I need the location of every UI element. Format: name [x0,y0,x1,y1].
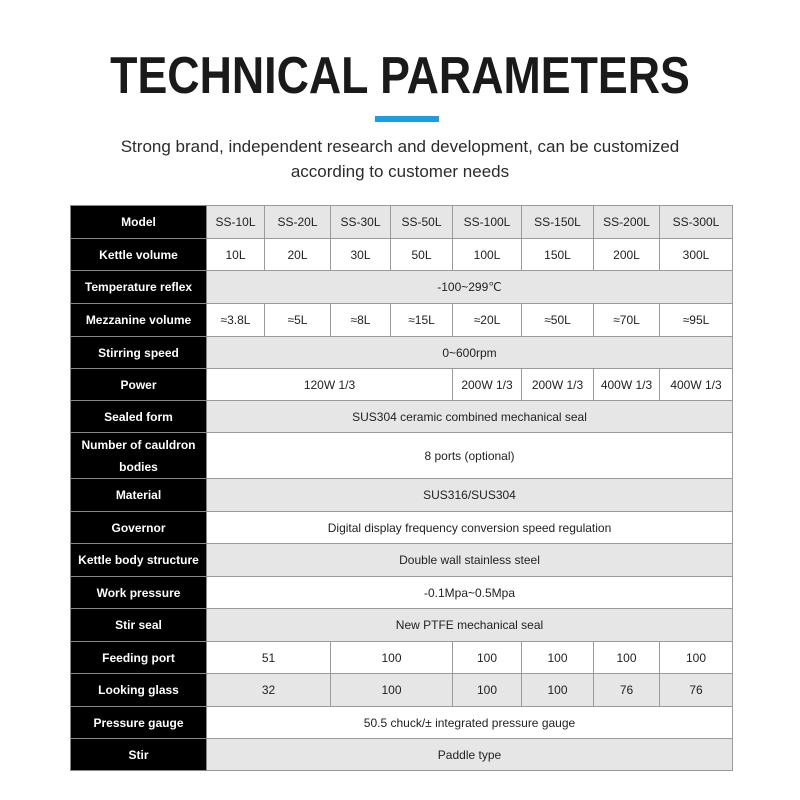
table-cell: SS-300L [659,205,733,239]
table-cell: 20L [264,238,331,271]
table-row: Power 120W 1/3 200W 1/3 200W 1/3 400W 1/3 400… [70,368,733,401]
table-cell: SS-200L [593,205,660,239]
table-row: Feeding port 51 100 100 100 100 100 [70,641,733,674]
table-cell: ≈8L [330,303,391,337]
row-label: Looking glass [70,673,207,707]
table-cell: ≈3.8L [206,303,265,337]
table-cell: 100 [330,673,453,707]
page-title: TECHNICAL PARAMETERS [110,47,690,105]
table-cell: 76 [593,673,660,707]
table-row: Stir seal New PTFE mechanical seal [70,608,733,642]
table-cell: SS-150L [521,205,594,239]
table-cell: -100~299℃ [206,270,733,304]
row-label: Pressure gauge [70,706,207,739]
table-cell: SS-50L [390,205,453,239]
table-cell: 100 [593,641,660,674]
table-row: Work pressure -0.1Mpa~0.5Mpa [70,576,733,609]
table-row: Kettle volume 10L 20L 30L 50L 100L 150L 200L 300… [70,238,733,271]
table-cell: 300L [659,238,733,271]
row-label: Stirring speed [70,336,207,369]
table-cell: New PTFE mechanical seal [206,608,733,642]
table-cell: ≈70L [593,303,660,337]
row-label: Material [70,478,207,512]
table-row: Stirring speed 0~600rpm [70,336,733,369]
table-row: Sealed form SUS304 ceramic combined mecha… [70,400,733,433]
title-accent-divider [375,116,439,122]
subtitle-line-2: according to customer needs [290,162,510,181]
table-cell: 100L [452,238,522,271]
table-row: Looking glass 32 100 100 100 76 76 [70,673,733,707]
table-row: Governor Digital display frequency conver… [70,511,733,544]
row-label: Mezzanine volume [70,303,207,337]
table-cell: 200W 1/3 [521,368,594,401]
table-cell: ≈5L [264,303,331,337]
table-row: Material SUS316/SUS304 [70,478,733,512]
table-cell: 400W 1/3 [659,368,733,401]
table-cell: 0~600rpm [206,336,733,369]
table-cell: Double wall stainless steel [206,543,733,577]
table-cell: 100 [452,641,522,674]
table-cell: 100 [521,673,594,707]
row-label: Stir [70,738,207,771]
table-cell: 76 [659,673,733,707]
table-cell: Paddle type [206,738,733,771]
row-label: Governor [70,511,207,544]
row-label: Stir seal [70,608,207,642]
row-label: Temperature reflex [70,270,207,304]
table-row: Temperature reflex -100~299℃ [70,270,733,304]
table-cell: 120W 1/3 [206,368,453,401]
table-row: Kettle body structure Double wall stainle… [70,543,733,577]
row-label: Number of cauldron bodies [70,432,207,479]
table-cell: ≈15L [390,303,453,337]
technical-parameters-table: Model SS-10L SS-20L SS-30L SS-50L SS-100L SS-1… [70,205,733,771]
table-cell: 100 [659,641,733,674]
table-cell: 100 [521,641,594,674]
table-cell: 30L [330,238,391,271]
subtitle-line-1: Strong brand, independent research and d… [120,137,680,156]
table-cell: SUS316/SUS304 [206,478,733,512]
row-label: Kettle volume [70,238,207,271]
table-cell: ≈50L [521,303,594,337]
table-cell: 10L [206,238,265,271]
row-label: Power [70,368,207,401]
table-cell: SS-30L [330,205,391,239]
table-row: Pressure gauge 50.5 chuck/± integrated pr… [70,706,733,739]
table-cell: SS-100L [452,205,522,239]
row-label: Model [70,205,207,239]
table-cell: SS-20L [264,205,331,239]
table-cell: 32 [206,673,331,707]
table-cell: -0.1Mpa~0.5Mpa [206,576,733,609]
table-row: Stir Paddle type [70,738,733,771]
table-cell: 50L [390,238,453,271]
table-cell: 100 [452,673,522,707]
row-label: Work pressure [70,576,207,609]
row-label: Sealed form [70,400,207,433]
table-row: Number of cauldron bodies 8 ports (option… [70,432,733,479]
table-cell: SUS304 ceramic combined mechanical seal [206,400,733,433]
table-cell: 100 [330,641,453,674]
table-cell: 200L [593,238,660,271]
table-cell: 8 ports (optional) [206,432,733,479]
row-label: Kettle body structure [70,543,207,577]
table-cell: 50.5 chuck/± integrated pressure gauge [206,706,733,739]
table-cell: SS-10L [206,205,265,239]
table-cell: 51 [206,641,331,674]
table-cell: 200W 1/3 [452,368,522,401]
table-cell: ≈20L [452,303,522,337]
table-cell: 150L [521,238,594,271]
table-cell: ≈95L [659,303,733,337]
table-cell: Digital display frequency conversion spe… [206,511,733,544]
table-cell: 400W 1/3 [593,368,660,401]
table-row: Model SS-10L SS-20L SS-30L SS-50L SS-100L SS-1… [70,205,733,239]
table-row: Mezzanine volume ≈3.8L ≈5L ≈8L ≈15L ≈20L ≈50L ≈… [70,303,733,337]
row-label: Feeding port [70,641,207,674]
